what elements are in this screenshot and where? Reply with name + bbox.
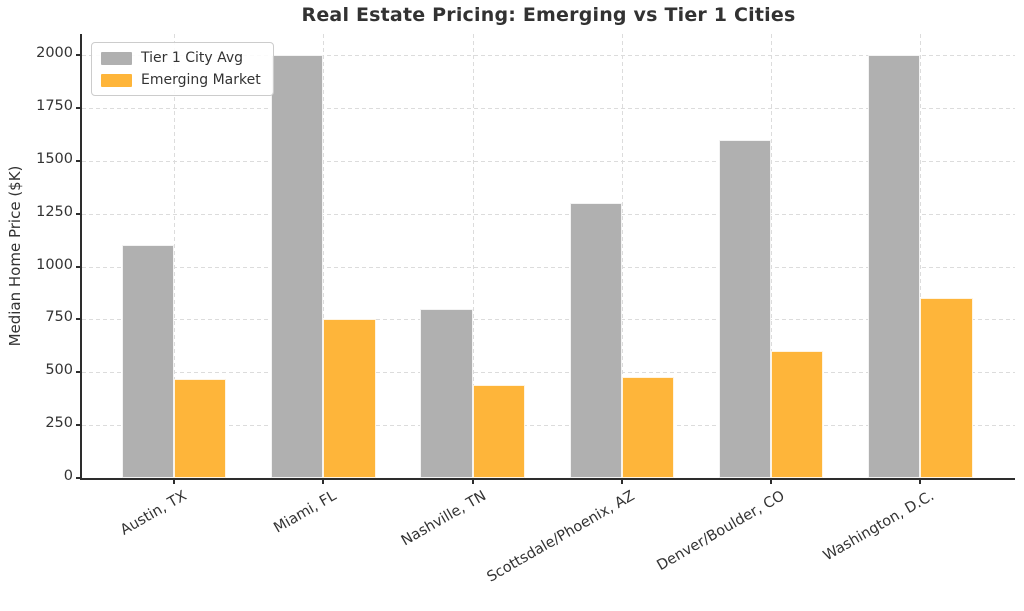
gridline-horizontal (82, 425, 1015, 427)
bar-tier1 (420, 308, 473, 478)
y-tick-label: 250 (45, 415, 73, 432)
y-tick-label: 750 (45, 309, 73, 326)
gridline-horizontal (82, 372, 1015, 374)
legend-swatch-tier1 (101, 51, 132, 65)
x-tick-mark (919, 478, 922, 484)
gridline-vertical (173, 34, 175, 478)
gridline-horizontal (82, 266, 1015, 268)
gridline-vertical (920, 34, 922, 478)
y-tick-label: 1000 (36, 256, 73, 273)
x-tick-mark (172, 478, 175, 484)
y-tick-label: 1250 (36, 203, 73, 220)
y-tick-label: 1750 (36, 98, 73, 114)
bar-emerging (173, 378, 227, 478)
y-tick-label: 500 (45, 362, 73, 379)
bar-emerging (621, 376, 675, 478)
x-tick-mark (322, 478, 325, 484)
gridline-horizontal (82, 160, 1015, 162)
x-tick-mark (620, 478, 623, 484)
legend-item-tier1: Tier 1 City Avg (101, 50, 261, 66)
gridline-horizontal (82, 55, 1015, 57)
bar-tier1 (121, 245, 174, 478)
bar-tier1 (868, 55, 921, 478)
gridline-horizontal (82, 319, 1015, 321)
bar-tier1 (718, 139, 772, 478)
y-tick-label: 1500 (36, 150, 73, 167)
gridline-vertical (621, 34, 623, 478)
y-tick-label: 2000 (36, 45, 73, 62)
y-tick-mark (76, 212, 82, 215)
legend-item-emerging: Emerging Market (101, 72, 261, 88)
bar-emerging (323, 319, 376, 478)
y-tick-mark (76, 107, 82, 109)
bar-tier1 (271, 55, 324, 478)
y-tick-mark (76, 54, 82, 57)
y-tick-mark (76, 477, 82, 479)
x-tick-label: Miami, FL (271, 488, 340, 537)
x-tick-label: Denver/Boulder, CO (654, 488, 788, 575)
y-tick-mark (76, 371, 82, 374)
gridline-vertical (472, 34, 474, 478)
legend-label-tier1: Tier 1 City Avg (141, 50, 244, 66)
bar-emerging (472, 384, 525, 478)
y-tick-mark (76, 318, 82, 321)
chart-title: Real Estate Pricing: Emerging vs Tier 1 … (301, 4, 796, 26)
legend-swatch-emerging (101, 73, 132, 87)
x-tick-mark (471, 478, 474, 484)
x-tick-label: Austin, TX (118, 488, 190, 539)
gridline-horizontal (82, 108, 1015, 109)
gridline-horizontal (82, 213, 1015, 215)
x-axis-spine (80, 478, 1015, 480)
gridline-vertical (323, 34, 325, 478)
x-tick-label: Scottsdale/Phoenix, AZ (484, 488, 638, 586)
y-tick-mark (76, 424, 82, 427)
legend-label-emerging: Emerging Market (141, 72, 261, 88)
y-axis-spine (80, 34, 82, 480)
bar-tier1 (569, 203, 622, 478)
x-tick-mark (770, 478, 773, 484)
x-tick-label: Washington, D.C. (820, 488, 937, 565)
x-tick-label: Nashville, TN (398, 488, 489, 550)
y-tick-mark (76, 265, 82, 268)
y-tick-label: 0 (63, 468, 73, 484)
legend: Tier 1 City Avg Emerging Market (91, 42, 274, 96)
bar-emerging (920, 298, 973, 478)
bar-emerging (771, 351, 824, 478)
y-tick-mark (76, 159, 82, 162)
gridline-vertical (771, 34, 773, 478)
